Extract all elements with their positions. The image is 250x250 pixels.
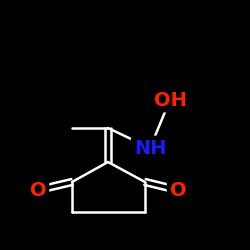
Text: NH: NH	[134, 138, 166, 158]
Text: O: O	[170, 180, 186, 200]
Text: OH: OH	[154, 90, 186, 110]
Text: O: O	[30, 180, 46, 200]
